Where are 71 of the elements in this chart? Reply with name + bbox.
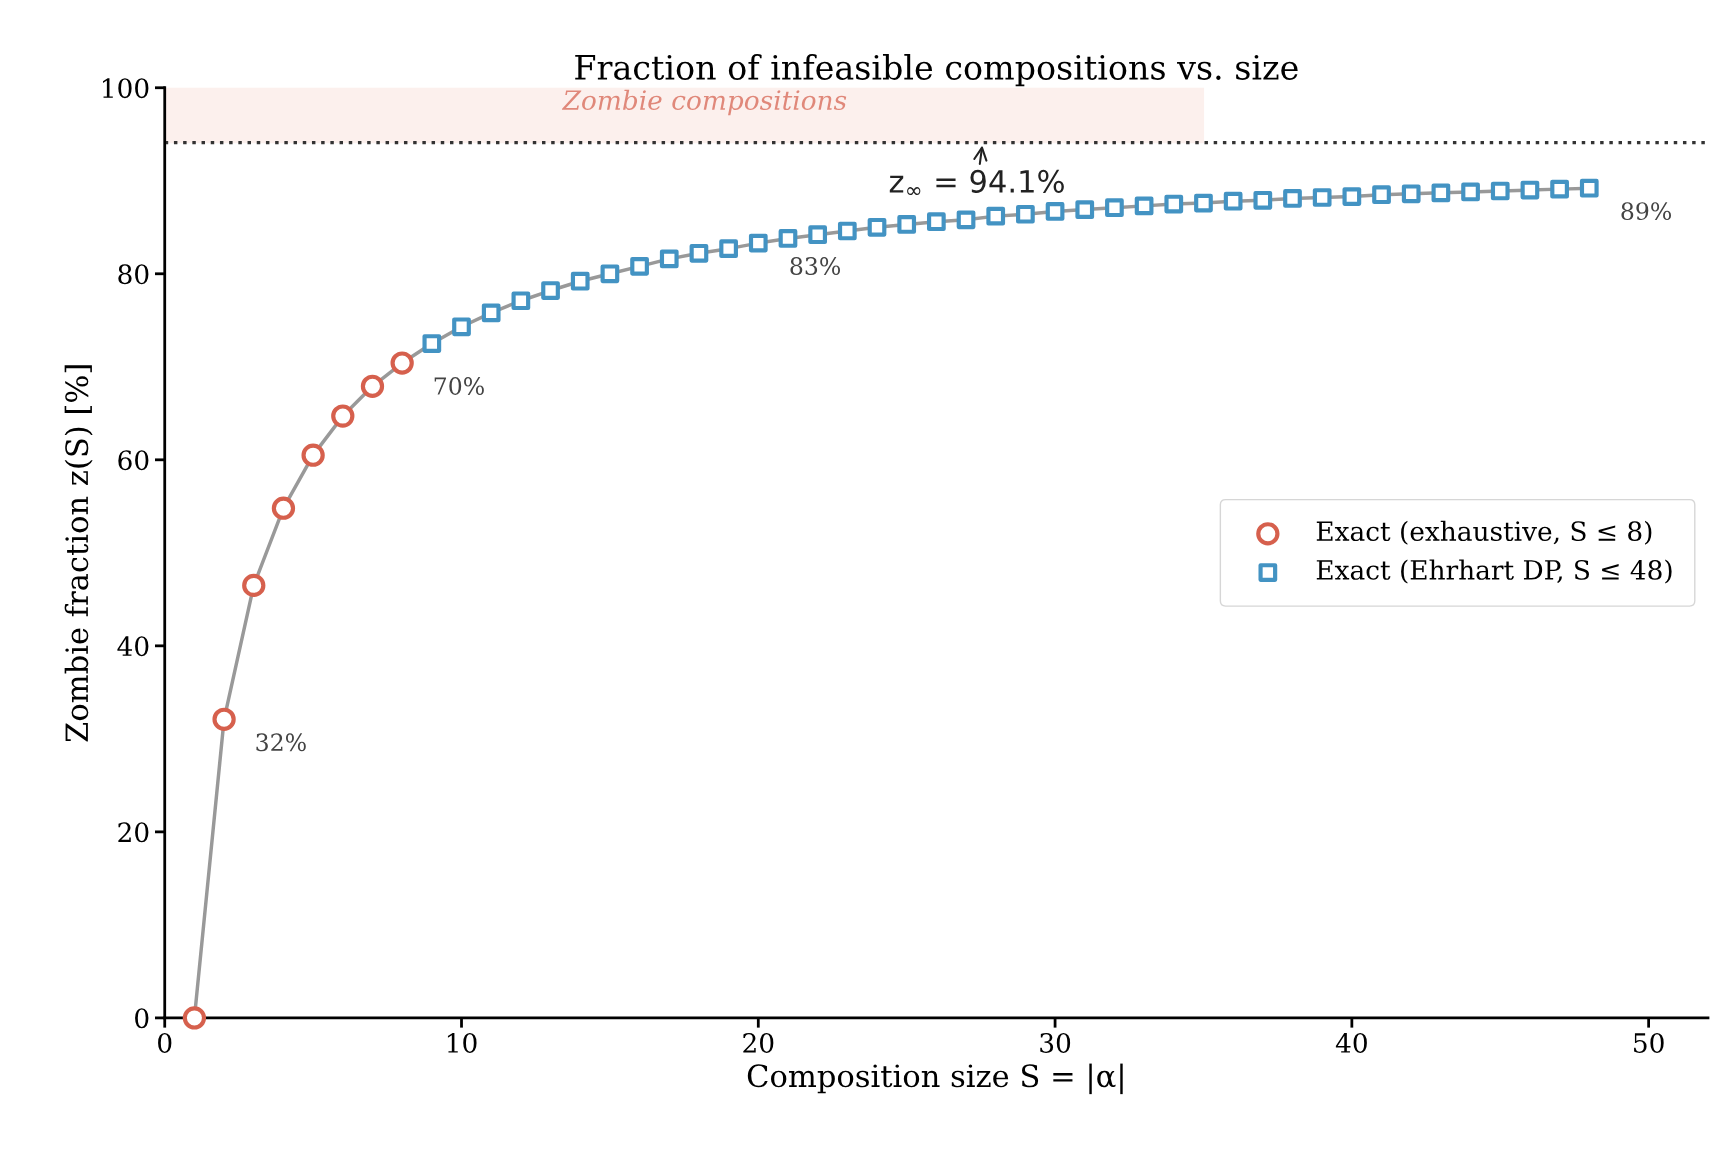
- point: [808, 225, 828, 245]
- legend-label: Exact (Ehrhart DP, S ≤ 48): [1316, 559, 1672, 584]
- data-label: 89%: [1621, 202, 1672, 221]
- point: [867, 217, 887, 237]
- point: [511, 291, 531, 311]
- point: [242, 573, 266, 598]
- point: [1550, 179, 1569, 199]
- point: [1105, 198, 1124, 218]
- point: [897, 215, 917, 234]
- point: [926, 212, 946, 232]
- point: [659, 249, 679, 269]
- point: [1461, 182, 1480, 202]
- point: [452, 317, 471, 337]
- point: [1490, 181, 1510, 201]
- point: [1045, 202, 1065, 221]
- point: [719, 239, 738, 259]
- point: [689, 243, 709, 263]
- point: [182, 1006, 207, 1030]
- data-label: 70%: [434, 377, 484, 395]
- point: [1253, 190, 1273, 210]
- point: [212, 707, 236, 731]
- point: [600, 264, 620, 284]
- point: [1194, 193, 1213, 213]
- point: [422, 334, 442, 353]
- point: [1223, 191, 1243, 211]
- x-tick-label: 40: [1335, 1032, 1367, 1053]
- point: [1520, 180, 1540, 200]
- point: [360, 374, 385, 398]
- point: [837, 221, 857, 241]
- point: [390, 351, 414, 375]
- y-tick-label: 0: [135, 1008, 149, 1029]
- point: [778, 229, 798, 248]
- band-label: Zombie compositions: [561, 89, 847, 116]
- point: [541, 281, 560, 300]
- point: [1164, 194, 1184, 214]
- point: [1431, 183, 1451, 203]
- point: [1342, 187, 1362, 206]
- point: [1016, 204, 1035, 224]
- point: [956, 210, 976, 230]
- point: [1283, 189, 1302, 208]
- chart-title: Fraction of infeasible compositions vs. size: [575, 54, 1298, 87]
- point: [1075, 200, 1095, 219]
- data-label: 32%: [256, 733, 306, 752]
- point: [570, 271, 590, 291]
- point: [331, 404, 355, 428]
- point: [1134, 196, 1154, 216]
- point: [481, 303, 501, 323]
- y-axis-title: Zombie fraction z(S) [%]: [64, 365, 93, 742]
- point: [271, 496, 296, 520]
- point: [748, 233, 768, 253]
- y-tick-label: 20: [118, 822, 149, 843]
- legend-label: Exact (exhaustive, S ≤ 8): [1316, 520, 1652, 545]
- point: [1579, 178, 1599, 198]
- y-tick-label: 100: [103, 78, 149, 99]
- point: [1401, 184, 1421, 204]
- data-label: 83%: [790, 257, 841, 275]
- point: [630, 256, 649, 276]
- point: [1372, 185, 1391, 205]
- y-tick-label: 80: [118, 264, 149, 285]
- x-tick-label: 30: [1040, 1032, 1071, 1053]
- x-tick-label: 10: [447, 1032, 477, 1053]
- x-tick-label: 0: [158, 1032, 172, 1053]
- point: [986, 206, 1006, 226]
- x-tick-label: 50: [1634, 1032, 1664, 1053]
- ref-line-label: z$_{∞}$ = 94.1%: [889, 169, 1064, 196]
- x-tick-label: 20: [743, 1032, 774, 1053]
- x-axis-title: Composition size S = |α|: [747, 1063, 1123, 1095]
- y-tick-label: 40: [117, 636, 149, 657]
- y-tick-label: 60: [118, 450, 149, 471]
- point: [1312, 188, 1332, 207]
- point: [301, 443, 325, 467]
